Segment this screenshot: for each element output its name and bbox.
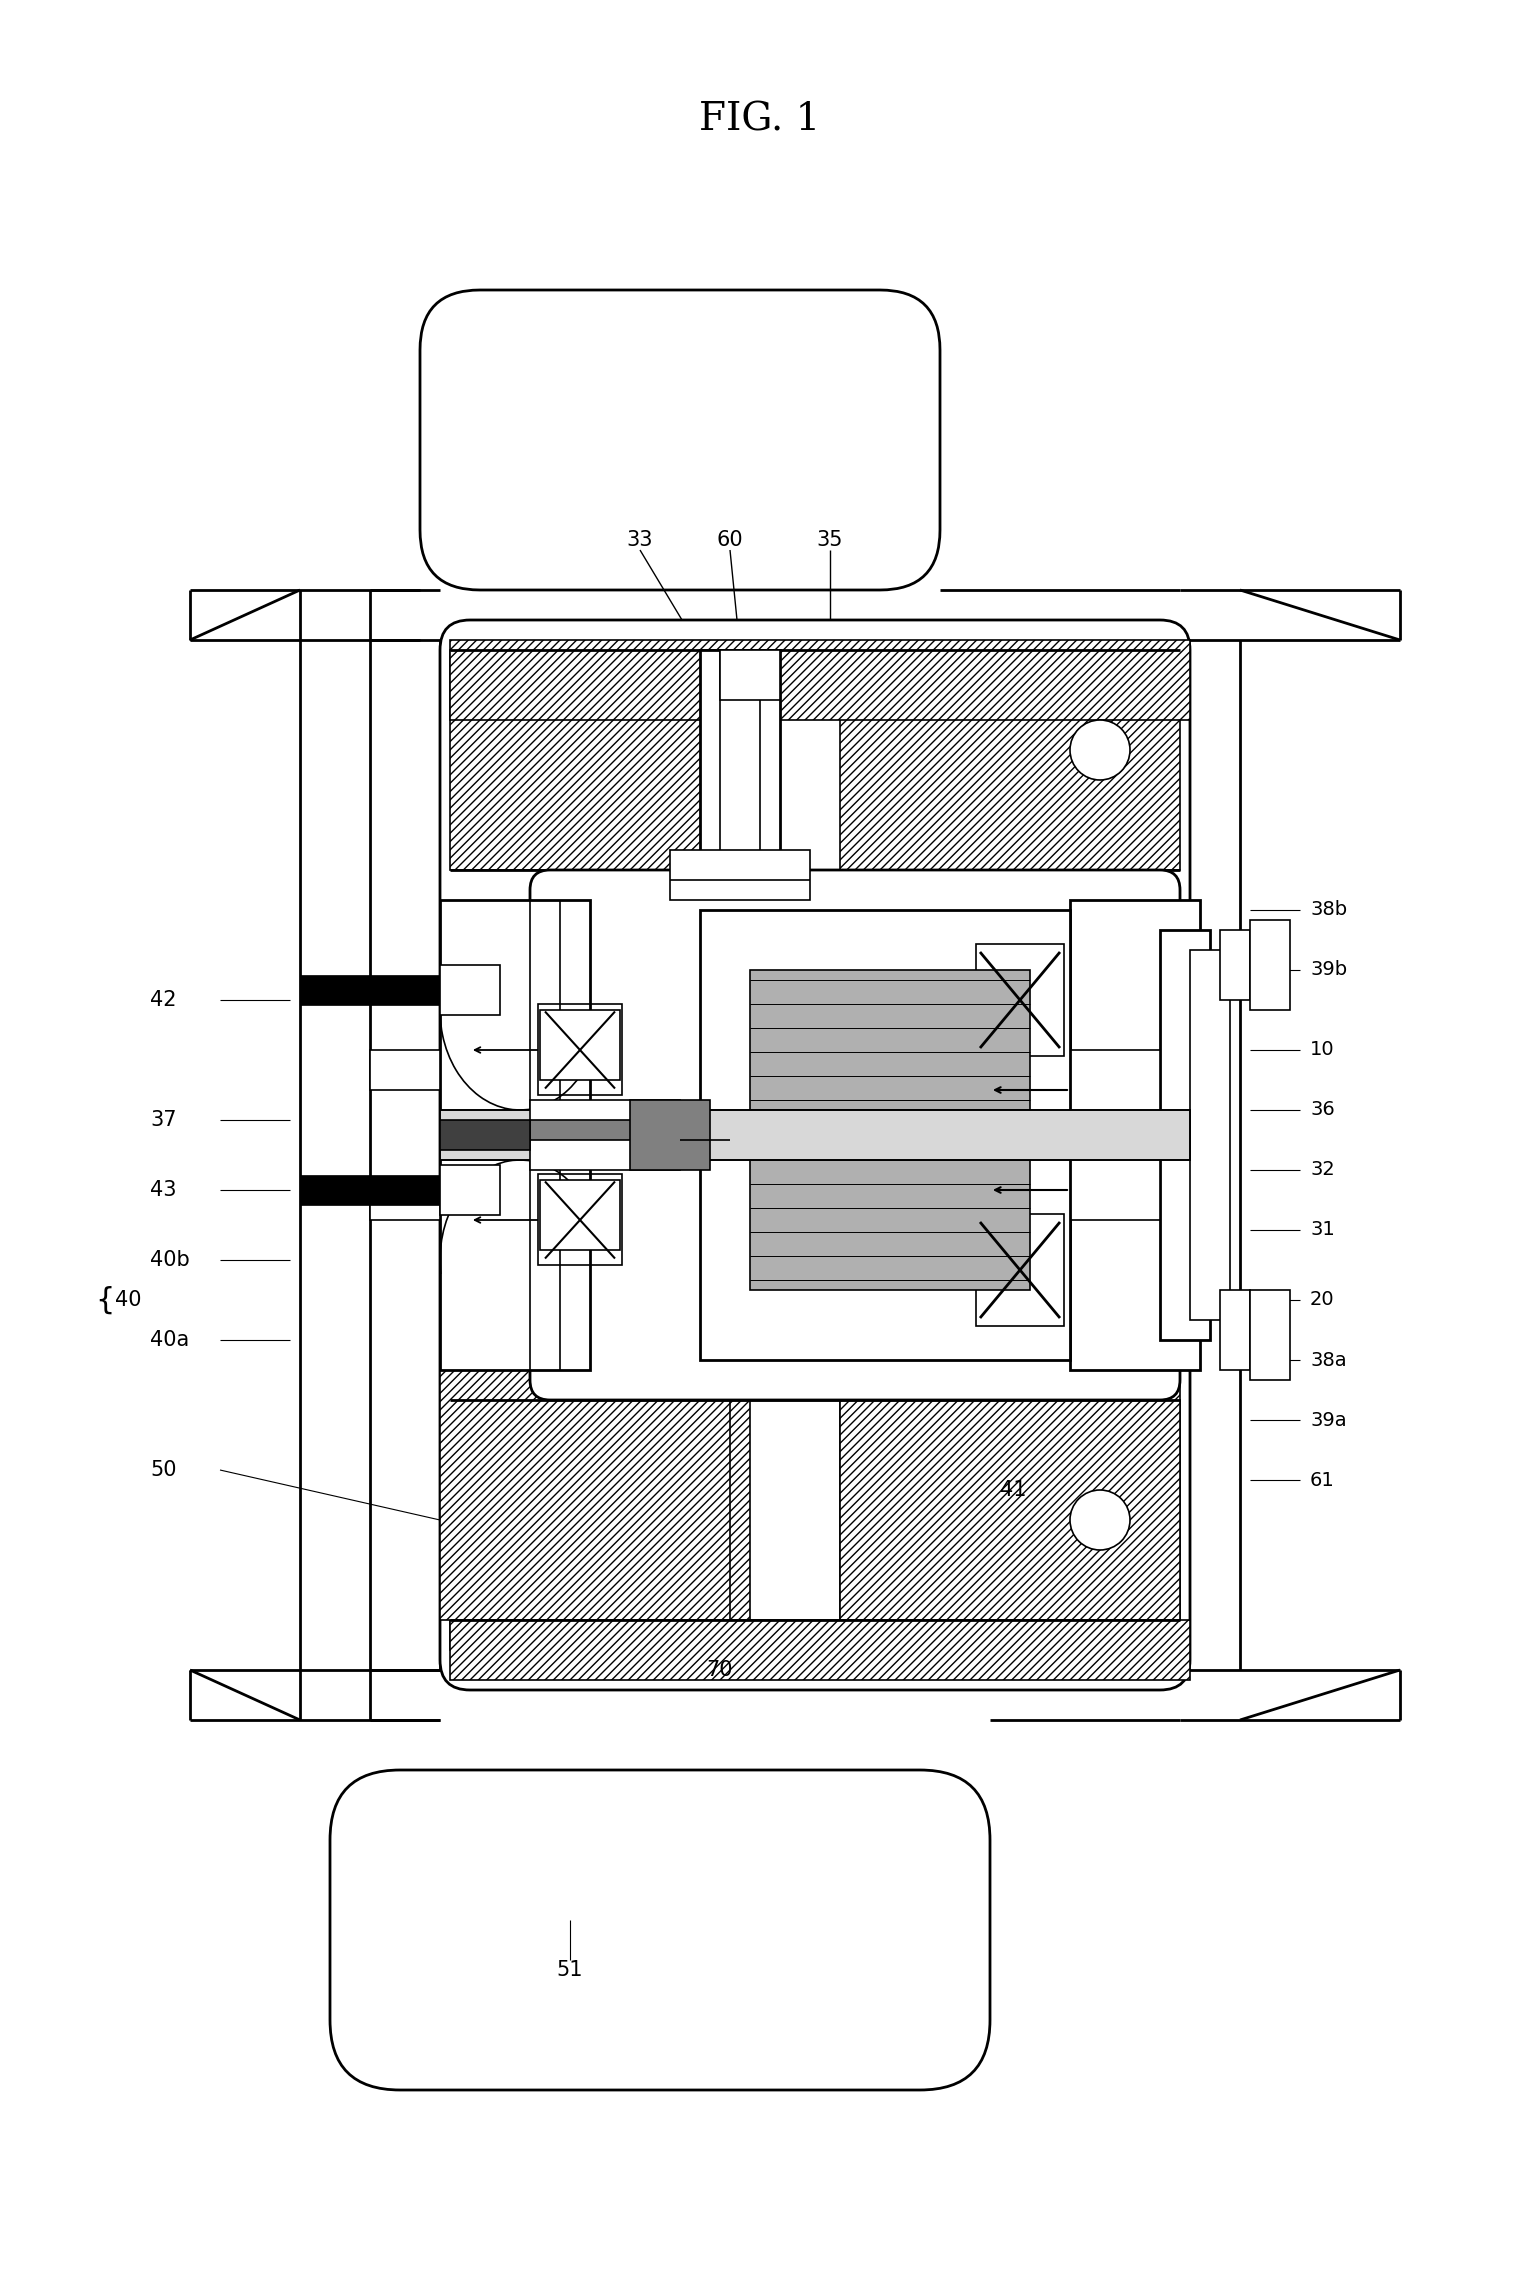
Text: 40a: 40a [150, 1330, 190, 1351]
Bar [670, 849, 810, 899]
Bar [439, 1110, 1190, 1160]
Text: 61: 61 [1310, 1471, 1335, 1489]
Bar [369, 1051, 439, 1090]
Text: 51: 51 [556, 1959, 584, 1979]
Text: 40: 40 [116, 1289, 141, 1310]
Text: 39a: 39a [1310, 1410, 1347, 1430]
Text: 42: 42 [150, 990, 176, 1010]
Bar [450, 649, 749, 869]
Text: 50: 50 [150, 1460, 176, 1480]
Bar [1221, 931, 1249, 1001]
Text: 38a: 38a [1310, 1351, 1347, 1369]
Bar [720, 649, 780, 699]
Text: 70: 70 [707, 1659, 733, 1680]
Bar [749, 969, 1031, 1110]
Bar [439, 1110, 1190, 1160]
Bar [701, 910, 1070, 1360]
Bar [439, 965, 500, 1015]
Bar [976, 944, 1064, 1056]
Bar [299, 1176, 461, 1205]
Bar [841, 1401, 1180, 1650]
Text: 38b: 38b [1310, 901, 1347, 919]
FancyBboxPatch shape [420, 291, 939, 590]
Text: 32: 32 [1310, 1160, 1335, 1180]
Text: 60: 60 [717, 529, 743, 549]
Text: 33: 33 [626, 529, 654, 549]
Bar [439, 1371, 730, 1621]
Bar [439, 1165, 500, 1214]
Bar [1249, 1289, 1290, 1380]
Bar [538, 1174, 622, 1264]
Bar [530, 1101, 679, 1169]
Bar [841, 649, 1180, 869]
Text: 37: 37 [150, 1110, 176, 1130]
Text: FIG. 1: FIG. 1 [699, 102, 821, 138]
FancyBboxPatch shape [439, 620, 1190, 1689]
Bar [299, 976, 461, 1006]
Bar [1160, 931, 1210, 1339]
Bar [1221, 1289, 1249, 1371]
Bar [450, 1621, 1190, 1680]
Text: 40b: 40b [150, 1251, 190, 1269]
Bar [701, 649, 780, 869]
Bar [976, 1214, 1064, 1326]
FancyBboxPatch shape [530, 869, 1180, 1401]
Text: 20: 20 [1310, 1292, 1335, 1310]
Text: {: { [96, 1285, 116, 1314]
Text: 10: 10 [1310, 1040, 1335, 1060]
Bar [439, 1119, 530, 1151]
Text: 39b: 39b [1310, 960, 1347, 978]
Text: 35: 35 [816, 529, 844, 549]
Bar [629, 1101, 710, 1169]
FancyBboxPatch shape [330, 1771, 990, 2091]
Bar [540, 1180, 620, 1251]
Bar [530, 1119, 679, 1140]
Bar [439, 899, 590, 1371]
Bar [369, 1180, 439, 1219]
Text: 36: 36 [1310, 1101, 1335, 1119]
Circle shape [1070, 720, 1129, 781]
Bar [749, 1151, 1031, 1289]
Bar [450, 640, 1190, 720]
Bar [538, 1006, 622, 1096]
Text: 43: 43 [150, 1180, 176, 1201]
Bar [450, 1401, 749, 1650]
Text: 41: 41 [1000, 1480, 1026, 1500]
Bar [1249, 919, 1290, 1010]
Circle shape [1070, 1489, 1129, 1550]
Bar [1070, 1051, 1160, 1219]
Bar [841, 1371, 1180, 1621]
Bar [1190, 951, 1230, 1319]
Bar [540, 1010, 620, 1081]
Text: 31: 31 [1310, 1221, 1335, 1239]
Bar [1070, 899, 1199, 1371]
